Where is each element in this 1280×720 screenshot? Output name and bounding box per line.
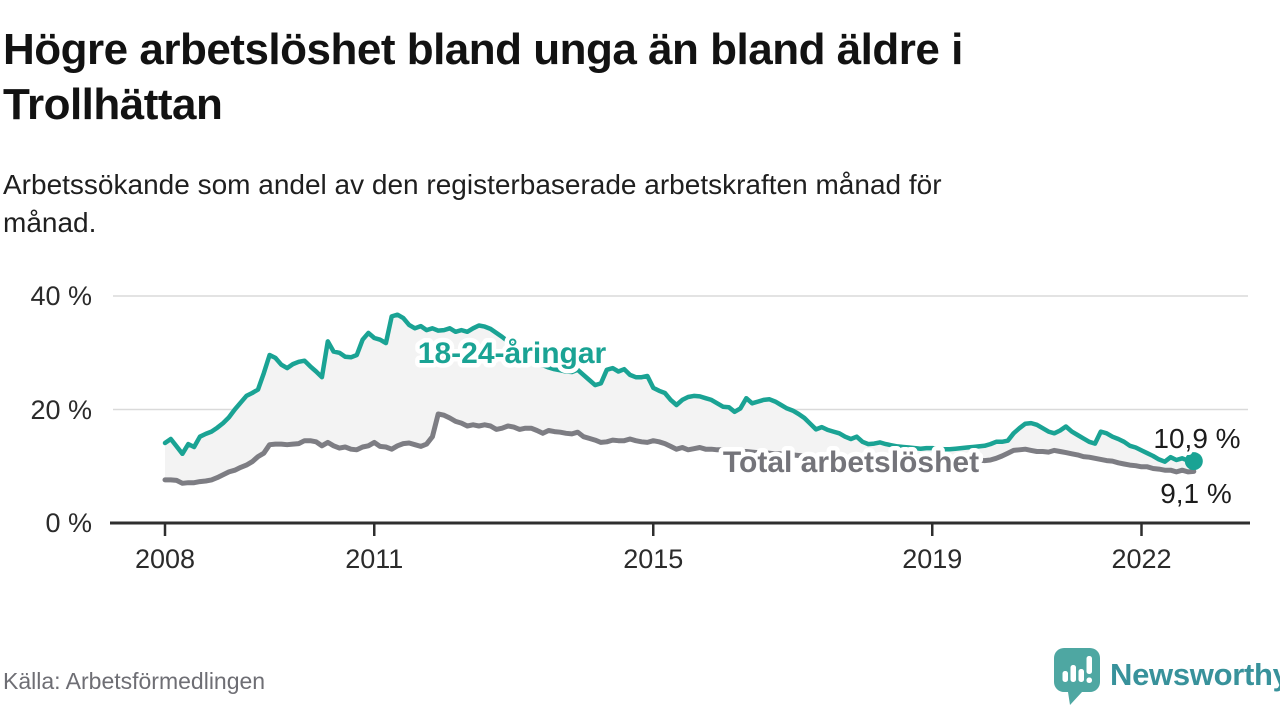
x-tick-label: 2022 [1111,544,1171,574]
chart-subtitle-line2: månad. [3,207,97,238]
y-tick-20: 20 % [30,395,92,425]
newsworthy-logo-icon [1054,648,1100,705]
x-tick-label: 2011 [345,544,403,574]
y-tick-0: 0 % [45,508,92,538]
x-tick-label: 2019 [902,544,962,574]
source-note: Källa: Arbetsförmedlingen [3,668,266,694]
series-label-young: 18-24-åringar [418,337,607,370]
page-title-line2: Trollhättan [3,80,223,129]
chart-area: 2008 2011 2015 2019 2022 40 % 20 % 0 % 18-24… [0,278,1280,608]
series-total-line [162,411,1197,486]
x-tick-label: 2008 [135,544,195,574]
series-young-line [162,312,1197,464]
chart-subtitle-line1: Arbetssökande som andel av den registerb… [3,169,942,200]
line-chart: 2008 2011 2015 2019 2022 40 % 20 % 0 % 18-24… [30,281,1250,574]
chart-subtitle: Arbetssökande som andel av den registerb… [3,166,1203,242]
logo-bubble-shape [1054,648,1100,705]
y-tick-40: 40 % [30,281,92,311]
plot-layer [162,312,1203,486]
x-axis-ticks: 2008 2011 2015 2019 2022 [135,523,1172,574]
page-title-line1: Högre arbetslöshet bland unga än bland ä… [3,25,963,74]
x-tick-label: 2015 [623,544,683,574]
logo-bars-icon [1062,656,1092,683]
page-title: Högre arbetslöshet bland unga än bland ä… [3,22,1273,132]
newsworthy-logo-text: Newsworthy [1110,657,1280,692]
series-young-end-dot [1184,452,1203,471]
newsworthy-logo: Newsworthy [1054,648,1280,706]
series-label-total: Total arbetslöshet [723,446,979,479]
end-label-young: 10,9 % [1153,423,1240,454]
area-between-series [165,314,1194,484]
end-label-total: 9,1 % [1160,478,1232,509]
